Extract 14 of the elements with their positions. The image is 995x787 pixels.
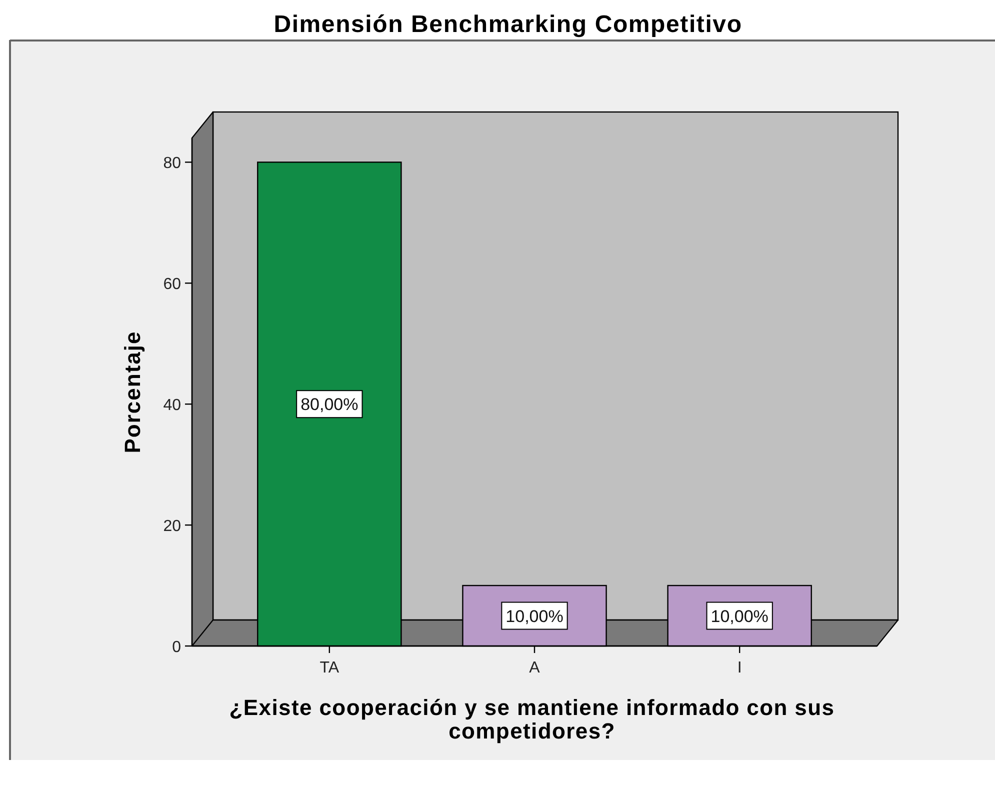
x-tick-label: TA — [320, 659, 340, 676]
x-tick-label: I — [737, 659, 742, 676]
y-tick-label: 20 — [163, 518, 182, 535]
y-tick-label: 0 — [172, 638, 182, 656]
x-axis-title: ¿Existe cooperación y se mantiene informado con sus competidores? — [229, 695, 835, 744]
y-tick-label: 40 — [163, 396, 182, 414]
y-tick-label: 80 — [163, 154, 182, 172]
data-label: 10,00% — [710, 606, 768, 626]
y-tick-label: 60 — [163, 276, 182, 293]
data-label: 10,00% — [506, 606, 564, 626]
x-tick-label: A — [529, 659, 540, 676]
chart-title: Dimensión Benchmarking Competitivo — [274, 11, 742, 38]
data-label: 80,00% — [300, 395, 358, 414]
y-axis-title: Porcentaje — [120, 330, 145, 454]
